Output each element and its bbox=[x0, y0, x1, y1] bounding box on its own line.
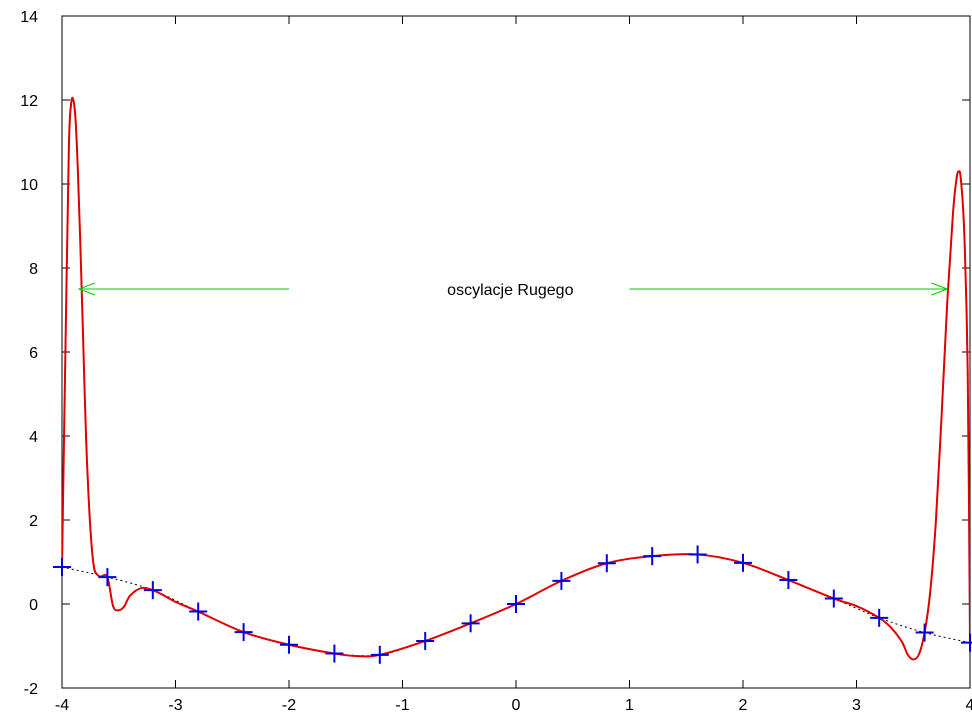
x-tick-label: -1 bbox=[395, 697, 409, 714]
interpolant-line bbox=[62, 96, 970, 661]
annotation-arrowhead-right bbox=[931, 282, 949, 296]
node-marker bbox=[461, 614, 480, 633]
node-marker bbox=[143, 581, 162, 600]
x-tick-label: 1 bbox=[625, 697, 634, 714]
x-tick-label: -2 bbox=[282, 697, 296, 714]
y-tick-label: 8 bbox=[29, 261, 38, 278]
node-marker bbox=[824, 589, 843, 608]
node-marker bbox=[507, 595, 525, 613]
series bbox=[62, 96, 970, 661]
node-marker bbox=[597, 554, 616, 573]
node-marker bbox=[734, 553, 752, 572]
node-marker bbox=[416, 631, 435, 650]
node-marker bbox=[370, 645, 389, 664]
y-tick-label: -2 bbox=[24, 681, 38, 698]
node-marker bbox=[98, 568, 117, 587]
node-marker bbox=[688, 545, 707, 564]
x-tick-label: 0 bbox=[512, 697, 521, 714]
node-marker bbox=[280, 635, 298, 654]
node-marker bbox=[643, 547, 662, 566]
plot-frame bbox=[61, 15, 971, 689]
x-tick-label: -4 bbox=[55, 697, 69, 714]
y-tick-label: 6 bbox=[29, 345, 38, 362]
x-tick-label: 2 bbox=[739, 697, 748, 714]
y-tick-label: 0 bbox=[29, 597, 38, 614]
x-tick-label: 4 bbox=[966, 697, 972, 714]
node-marker bbox=[870, 608, 889, 627]
y-tick-label: 12 bbox=[20, 93, 38, 110]
node-marker bbox=[234, 623, 253, 642]
annotation-arrowhead-left bbox=[77, 282, 96, 296]
annotation: oscylacje Rugego bbox=[77, 282, 949, 299]
axes bbox=[61, 15, 971, 689]
node-marker bbox=[915, 623, 934, 642]
node-marker bbox=[961, 633, 972, 652]
x-tick-label: 3 bbox=[852, 697, 861, 714]
node-marker bbox=[189, 602, 208, 621]
node-marker bbox=[325, 644, 344, 663]
node-marker bbox=[552, 571, 571, 590]
node-marker bbox=[779, 571, 798, 590]
x-tick-label: -3 bbox=[168, 697, 182, 714]
markers bbox=[53, 545, 972, 664]
y-tick-label: 2 bbox=[29, 513, 38, 530]
y-tick-label: 14 bbox=[20, 9, 38, 26]
y-tick-label: 4 bbox=[29, 429, 38, 446]
annotation-label: oscylacje Rugego bbox=[447, 282, 573, 299]
y-tick-label: 10 bbox=[20, 177, 38, 194]
node-marker bbox=[53, 558, 71, 577]
